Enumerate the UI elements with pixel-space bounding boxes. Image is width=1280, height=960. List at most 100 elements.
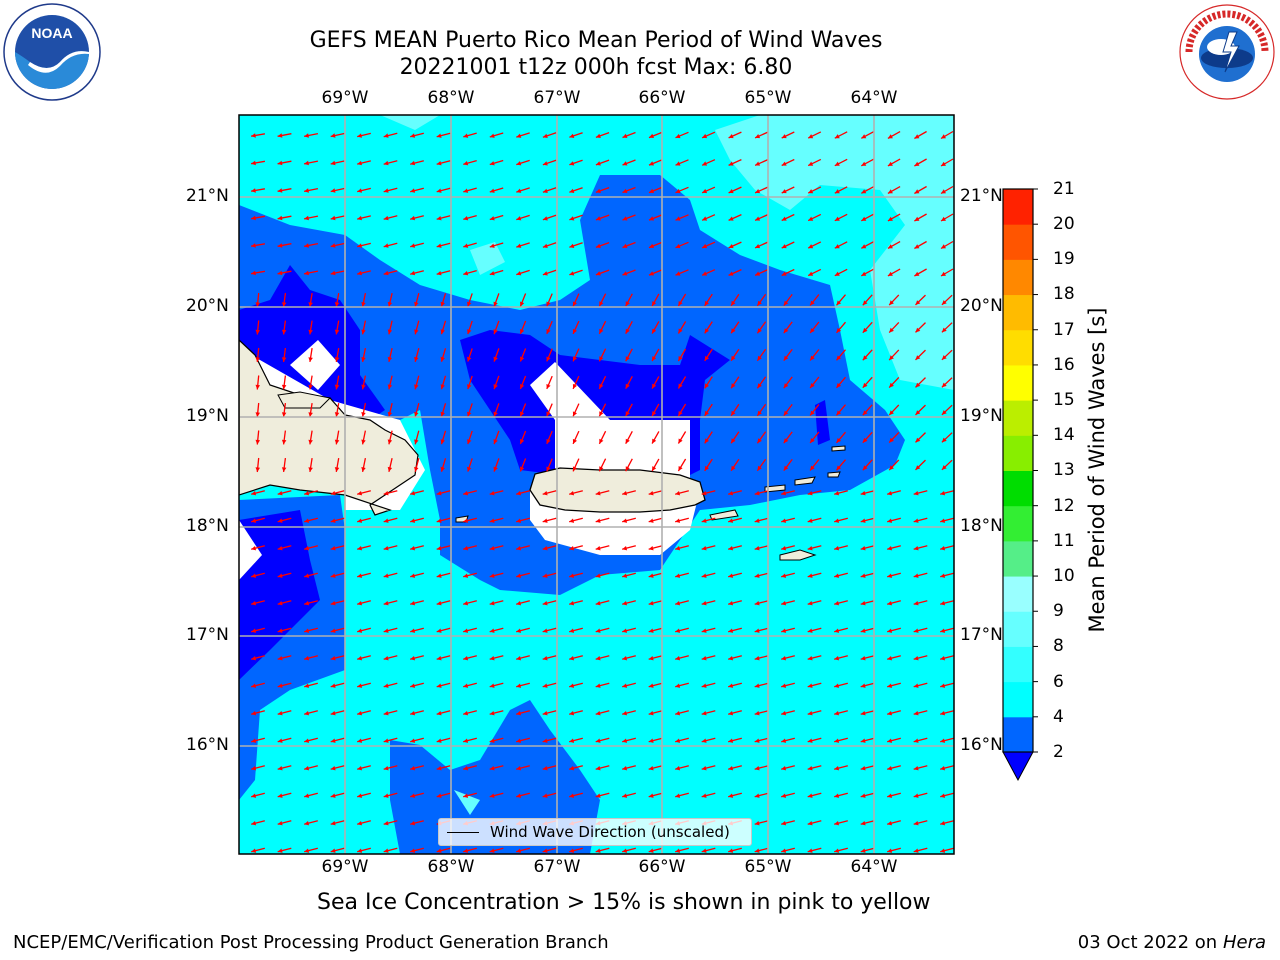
wave-arrow-head <box>702 243 708 249</box>
lon-label-bottom-65w: 65°W <box>744 857 792 877</box>
colorbar-tick: 21 <box>1053 179 1075 199</box>
wave-arrow-head <box>755 161 761 166</box>
wave-arrow-head <box>675 161 681 166</box>
wave-arrow-head <box>887 601 893 606</box>
wave-arrow-head <box>678 411 683 416</box>
wave-arrow-head <box>652 411 657 417</box>
wave-arrow-head <box>941 465 947 470</box>
wave-arrow-head <box>834 628 840 633</box>
wave-arrow-head <box>467 466 472 472</box>
wave-arrow-head <box>520 329 525 334</box>
wave-arrow-head <box>808 216 814 221</box>
wave-arrow-head <box>414 466 419 472</box>
wave-arrow-head <box>834 821 840 826</box>
wave-arrow-head <box>728 491 734 496</box>
wave-arrow-head <box>731 410 736 416</box>
wave-arrow-head <box>913 821 919 826</box>
wave-arrow-head <box>860 546 866 551</box>
wave-arrow-head <box>387 411 393 417</box>
wave-arrow-head <box>277 628 283 633</box>
wave-arrow-head <box>277 848 283 853</box>
wave-arrow-head <box>913 573 919 578</box>
wave-arrow-head <box>383 215 389 221</box>
wave-arrow-head <box>569 518 575 523</box>
wave-arrow-head <box>542 738 548 743</box>
wave-arrow-head <box>940 546 946 551</box>
wave-arrow-head <box>701 518 707 523</box>
wave-arrow-head <box>383 188 389 193</box>
wave-arrow-head <box>281 302 287 307</box>
wave-arrow-head <box>251 821 257 826</box>
wave-arrow-head <box>463 656 469 661</box>
wave-arrow-head <box>410 491 416 496</box>
lat-label-left-17n: 17°N <box>186 625 229 645</box>
wave-arrow-head <box>860 518 866 523</box>
mask-central <box>530 362 690 480</box>
wave-arrow-head <box>648 656 654 661</box>
wave-arrow-head <box>940 656 946 661</box>
wave-arrow-head <box>940 766 946 771</box>
wave-arrow-head <box>463 491 469 496</box>
wave-arrow-head <box>622 573 628 578</box>
wave-arrow-head <box>546 301 551 307</box>
wave-arrow-head <box>489 793 495 798</box>
wave-arrow-head <box>304 160 309 166</box>
wave-arrow-head <box>436 711 442 716</box>
wave-arrow-head <box>914 134 920 139</box>
wave-arrow-head <box>410 243 416 248</box>
colorbar-tick: 6 <box>1053 672 1064 692</box>
wave-arrow-head <box>410 270 416 276</box>
contour-6-8-patch <box>470 242 505 275</box>
colorbar-segment <box>1003 716 1033 753</box>
contour-6-8-north <box>380 115 440 130</box>
wave-arrow-head <box>701 491 707 496</box>
wave-arrow-head <box>675 216 681 221</box>
virgin-islands-1 <box>764 484 786 493</box>
wave-arrow-head <box>754 491 760 496</box>
wave-arrow-head <box>728 683 734 688</box>
lon-label-top-67w: 67°W <box>533 88 581 108</box>
wave-arrow-head <box>277 215 283 221</box>
wave-arrow-head <box>281 384 287 390</box>
wave-arrow-head <box>383 793 389 798</box>
wave-arrow-head <box>520 466 525 472</box>
wave-arrow-head <box>781 628 787 633</box>
lon-label-bottom-69w: 69°W <box>321 857 369 877</box>
wave-arrow-head <box>648 518 654 523</box>
wave-arrow-head <box>622 848 628 853</box>
colorbar-segment <box>1003 470 1033 507</box>
wave-arrow-head <box>493 301 498 307</box>
wave-arrow-head <box>622 601 628 606</box>
wave-arrow-head <box>520 301 525 307</box>
wave-arrow-head <box>277 270 283 276</box>
wave-arrow-head <box>251 601 257 606</box>
wave-arrow-head <box>520 411 525 417</box>
wave-arrow-head <box>599 328 604 334</box>
wave-arrow-head <box>887 656 893 661</box>
wave-arrow-head <box>251 160 256 166</box>
wave-arrow-head <box>834 189 840 194</box>
wave-arrow-head <box>304 133 309 138</box>
wave-arrow-head <box>572 411 577 417</box>
colorbar-tick: 14 <box>1053 425 1075 445</box>
colorbar-tick: 10 <box>1053 566 1075 586</box>
wave-arrow-head <box>463 793 469 798</box>
chart-subtitle: 20221001 t12z 000h fcst Max: 6.80 <box>399 55 793 80</box>
wave-arrow-head <box>357 160 362 166</box>
wave-arrow-head <box>255 302 260 307</box>
colorbar-tick: 4 <box>1053 707 1064 727</box>
wave-arrow-head <box>542 683 548 688</box>
wave-arrow-head <box>463 518 469 523</box>
wave-arrow-head <box>781 738 787 743</box>
wave-arrow-head <box>334 439 340 445</box>
wave-arrow-head <box>251 243 256 248</box>
wave-arrow-head <box>595 738 601 743</box>
wave-arrow-head <box>599 438 604 444</box>
wave-arrow-head <box>913 518 919 523</box>
wave-arrow-head <box>755 216 761 221</box>
wave-arrow-head <box>887 546 893 551</box>
colorbar-tick: 16 <box>1053 355 1075 375</box>
wave-arrow-head <box>731 465 736 471</box>
map-frame <box>238 114 955 855</box>
wave-arrow-head <box>304 491 310 496</box>
